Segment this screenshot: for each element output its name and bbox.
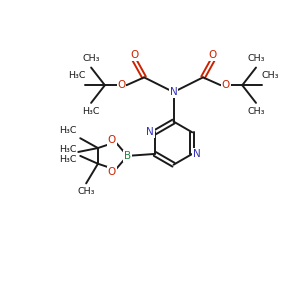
Text: H₃C: H₃C bbox=[82, 107, 100, 116]
Text: B: B bbox=[124, 151, 131, 161]
Text: O: O bbox=[221, 80, 230, 90]
Text: CH₃: CH₃ bbox=[82, 54, 100, 63]
Text: O: O bbox=[209, 50, 217, 60]
Text: H₃C: H₃C bbox=[59, 155, 76, 164]
Text: CH₃: CH₃ bbox=[247, 54, 265, 63]
Text: N: N bbox=[170, 87, 177, 97]
Text: CH₃: CH₃ bbox=[247, 107, 265, 116]
Text: H₃C: H₃C bbox=[59, 145, 76, 154]
Text: N: N bbox=[193, 149, 201, 159]
Text: CH₃: CH₃ bbox=[262, 71, 279, 80]
Text: O: O bbox=[107, 135, 116, 145]
Text: O: O bbox=[107, 167, 116, 177]
Text: N: N bbox=[146, 127, 154, 137]
Text: O: O bbox=[117, 80, 126, 90]
Text: H₃C: H₃C bbox=[59, 126, 76, 135]
Text: CH₃: CH₃ bbox=[77, 187, 95, 196]
Text: H₃C: H₃C bbox=[68, 71, 85, 80]
Text: O: O bbox=[130, 50, 138, 60]
